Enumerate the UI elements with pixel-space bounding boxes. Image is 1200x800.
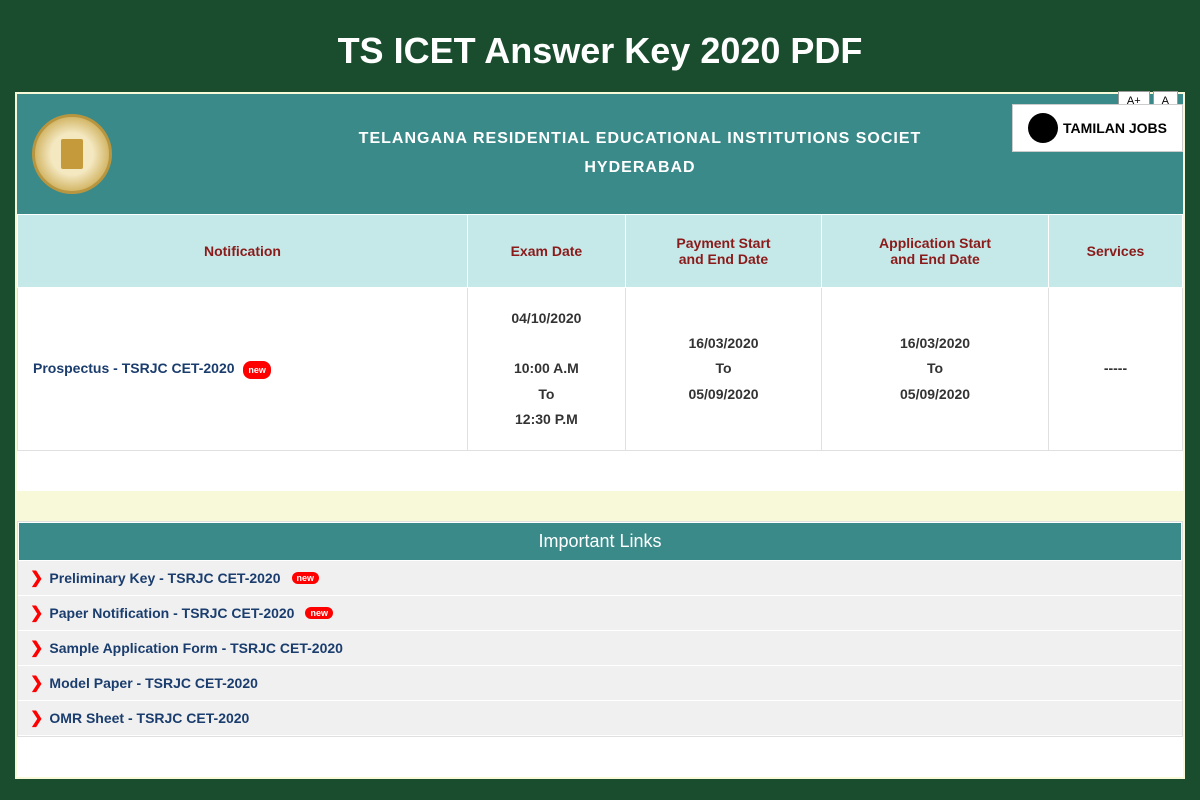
- important-links-header: Important Links: [18, 522, 1182, 561]
- col-notification: Notification: [18, 215, 468, 288]
- cell-services: -----: [1048, 288, 1182, 451]
- col-payment-line2: and End Date: [679, 251, 768, 267]
- cell-notification[interactable]: Prospectus - TSRJC CET-2020 new: [18, 288, 468, 451]
- page-title: TS ICET Answer Key 2020 PDF: [0, 0, 1200, 92]
- org-name-line1: TELANGANA RESIDENTIAL EDUCATIONAL INSTIT…: [359, 130, 922, 147]
- link-item[interactable]: ❯ Preliminary Key - TSRJC CET-2020 new: [18, 561, 1182, 596]
- chevron-right-icon: ❯: [30, 568, 43, 588]
- new-badge-icon: new: [292, 572, 320, 584]
- chevron-right-icon: ❯: [30, 673, 43, 693]
- watermark-badge: TAMILAN JOBS: [1012, 104, 1183, 152]
- chevron-right-icon: ❯: [30, 603, 43, 623]
- link-item[interactable]: ❯ Model Paper - TSRJC CET-2020: [18, 666, 1182, 701]
- col-payment-line1: Payment Start: [676, 235, 770, 251]
- table-row: Prospectus - TSRJC CET-2020 new 04/10/20…: [18, 288, 1183, 451]
- chevron-right-icon: ❯: [30, 708, 43, 728]
- watermark-icon: [1028, 113, 1058, 143]
- col-app-line1: Application Start: [879, 235, 991, 251]
- table-header-row: Notification Exam Date Payment Start and…: [18, 215, 1183, 288]
- new-badge-icon: new: [243, 361, 271, 379]
- link-label: Preliminary Key - TSRJC CET-2020: [49, 570, 280, 586]
- notification-link[interactable]: Prospectus - TSRJC CET-2020: [33, 360, 235, 376]
- links-container: ❯ Preliminary Key - TSRJC CET-2020 new ❯ Pap…: [18, 561, 1182, 736]
- link-label: OMR Sheet - TSRJC CET-2020: [49, 710, 249, 726]
- content-wrapper: A+ A TELANGANA RESIDENTIAL EDUCATIONAL I…: [15, 92, 1185, 779]
- cell-exam-date: 04/10/202010:00 A.MTo12:30 P.M: [467, 288, 625, 451]
- cell-payment-date: 16/03/2020To05/09/2020: [625, 288, 821, 451]
- link-item[interactable]: ❯ Sample Application Form - TSRJC CET-202…: [18, 631, 1182, 666]
- col-app-line2: and End Date: [890, 251, 979, 267]
- col-services: Services: [1048, 215, 1182, 288]
- link-item[interactable]: ❯ Paper Notification - TSRJC CET-2020 new: [18, 596, 1182, 631]
- header-bar: A+ A TELANGANA RESIDENTIAL EDUCATIONAL I…: [17, 94, 1183, 214]
- chevron-right-icon: ❯: [30, 638, 43, 658]
- govt-seal-icon: [32, 114, 112, 194]
- important-links-section: Important Links ❯ Preliminary Key - TSRJC…: [17, 521, 1183, 737]
- bottom-spacer: [17, 737, 1183, 777]
- org-name-line2: HYDERABAD: [584, 159, 695, 176]
- org-title: TELANGANA RESIDENTIAL EDUCATIONAL INSTIT…: [112, 125, 1168, 183]
- link-label: Sample Application Form - TSRJC CET-2020: [49, 640, 343, 656]
- link-label: Model Paper - TSRJC CET-2020: [49, 675, 258, 691]
- spacer: [17, 451, 1183, 491]
- new-badge-icon: new: [305, 607, 333, 619]
- cell-application-date: 16/03/2020To05/09/2020: [822, 288, 1049, 451]
- watermark-text: TAMILAN JOBS: [1063, 120, 1167, 136]
- col-application-date: Application Start and End Date: [822, 215, 1049, 288]
- col-exam-date: Exam Date: [467, 215, 625, 288]
- col-payment-date: Payment Start and End Date: [625, 215, 821, 288]
- notification-table: Notification Exam Date Payment Start and…: [17, 214, 1183, 451]
- link-item[interactable]: ❯ OMR Sheet - TSRJC CET-2020: [18, 701, 1182, 736]
- link-label: Paper Notification - TSRJC CET-2020: [49, 605, 294, 621]
